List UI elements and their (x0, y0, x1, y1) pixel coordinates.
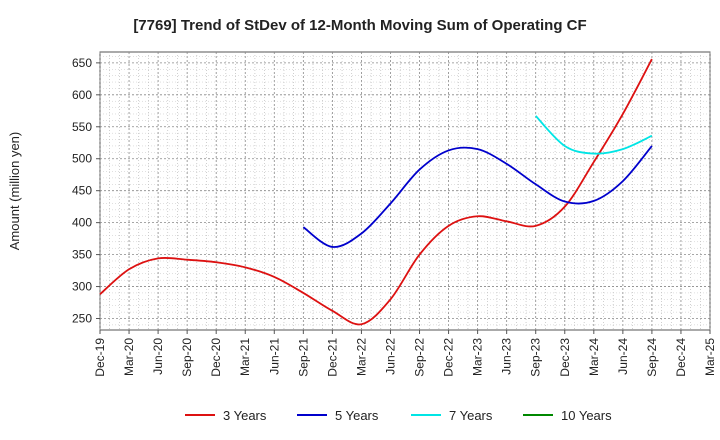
x-tick-label: Sep-24 (645, 338, 659, 377)
x-axis: Dec-19 Mar-20 Jun-20 Sep-20 Dec-20 Mar-21 Jun-… (93, 330, 717, 377)
x-tick-label: Sep-23 (529, 338, 543, 377)
y-tick-label: 350 (72, 248, 92, 262)
legend-label: 7 Years (449, 408, 493, 423)
x-tick-label: Sep-22 (413, 338, 427, 377)
x-tick-label: Dec-21 (325, 338, 339, 377)
series-lines (99, 58, 653, 326)
y-tick-label: 450 (72, 184, 92, 198)
x-tick-label: Mar-25 (703, 338, 717, 376)
series-line-5-years (302, 145, 653, 248)
y-axis-label: Amount (million yen) (7, 132, 22, 251)
x-tick-label: Jun-23 (500, 338, 514, 375)
x-tick-label: Sep-21 (296, 338, 310, 377)
y-axis: 250 300 350 400 450 500 550 600 650 (72, 56, 100, 325)
x-tick-label: Dec-19 (93, 338, 107, 377)
y-tick-label: 400 (72, 216, 92, 230)
legend-label: 10 Years (561, 408, 612, 423)
x-tick-label: Jun-20 (151, 338, 165, 375)
x-tick-label: Jun-21 (267, 338, 281, 375)
x-tick-label: Sep-20 (180, 338, 194, 377)
legend: 3 Years 5 Years 7 Years 10 Years (185, 408, 612, 423)
y-tick-label: 650 (72, 56, 92, 70)
legend-label: 5 Years (335, 408, 379, 423)
x-tick-label: Dec-23 (558, 338, 572, 377)
legend-label: 3 Years (223, 408, 267, 423)
chart-title: [7769] Trend of StDev of 12-Month Moving… (133, 17, 586, 34)
x-tick-label: Mar-20 (122, 338, 136, 376)
y-tick-label: 250 (72, 311, 92, 325)
x-tick-label: Mar-23 (471, 338, 485, 376)
x-tick-label: Jun-24 (616, 338, 630, 375)
x-tick-label: Mar-22 (354, 338, 368, 376)
series-line-3-years (99, 58, 653, 326)
x-tick-label: Mar-24 (587, 338, 601, 376)
y-tick-label: 500 (72, 152, 92, 166)
x-tick-label: Dec-22 (442, 338, 456, 377)
x-tick-label: Dec-24 (674, 338, 688, 377)
x-tick-label: Dec-20 (209, 338, 223, 377)
y-tick-label: 600 (72, 88, 92, 102)
y-tick-label: 550 (72, 120, 92, 134)
x-tick-label: Jun-22 (383, 338, 397, 375)
y-tick-label: 300 (72, 280, 92, 294)
series-line-7-years (535, 115, 653, 155)
x-tick-label: Mar-21 (238, 338, 252, 376)
